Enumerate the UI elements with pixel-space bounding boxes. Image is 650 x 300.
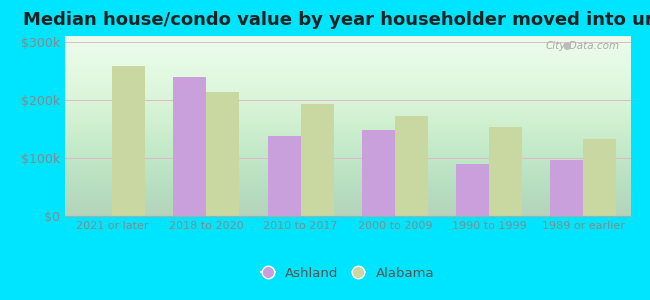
Bar [551, 160, 584, 216]
Bar [174, 76, 206, 216]
Legend: Ashland, Alabama: Ashland, Alabama [256, 261, 439, 285]
Bar [207, 92, 239, 216]
Bar [584, 139, 616, 216]
Bar [362, 130, 395, 216]
Bar [489, 127, 522, 216]
Title: Median house/condo value by year householder moved into unit: Median house/condo value by year househo… [23, 11, 650, 29]
Text: City-Data.com: City-Data.com [545, 41, 619, 51]
Text: ●: ● [563, 40, 571, 50]
Bar [395, 116, 428, 216]
Bar [300, 104, 333, 216]
Bar [112, 66, 145, 216]
Bar [268, 136, 300, 216]
Bar [456, 164, 489, 216]
